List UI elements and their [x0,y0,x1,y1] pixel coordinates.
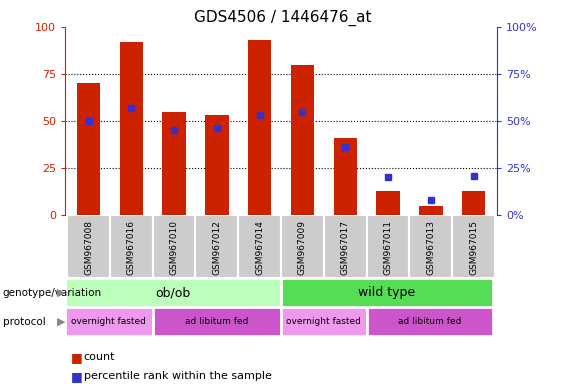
Text: GSM967011: GSM967011 [384,220,393,275]
Text: wild type: wild type [358,286,416,299]
Bar [281,307,367,336]
Bar [419,206,442,215]
Bar [281,278,493,307]
Text: percentile rank within the sample: percentile rank within the sample [84,371,272,381]
Bar [77,83,100,215]
Bar [367,307,493,336]
Bar [410,215,452,278]
Text: overnight fasted: overnight fasted [71,317,146,326]
Text: GSM967015: GSM967015 [469,220,478,275]
Text: GSM967008: GSM967008 [84,220,93,275]
Text: ■: ■ [71,351,82,364]
Bar [367,215,410,278]
Bar [376,190,400,215]
Bar [205,115,229,215]
Text: GSM967016: GSM967016 [127,220,136,275]
Bar [238,215,281,278]
Text: GSM967013: GSM967013 [427,220,436,275]
Text: ▶: ▶ [56,288,66,298]
Bar [281,215,324,278]
Text: ob/ob: ob/ob [155,286,190,299]
Bar [65,278,281,307]
Text: GSM967009: GSM967009 [298,220,307,275]
Text: GSM967014: GSM967014 [255,220,264,275]
Text: ▶: ▶ [56,316,66,327]
Bar [65,307,153,336]
Bar [291,65,314,215]
Text: genotype/variation: genotype/variation [3,288,102,298]
Bar [153,215,195,278]
Bar [462,190,485,215]
Bar [120,42,143,215]
Bar [110,215,153,278]
Text: GSM967010: GSM967010 [170,220,179,275]
Text: overnight fasted: overnight fasted [286,317,362,326]
Bar [67,215,110,278]
Bar [324,215,367,278]
Text: protocol: protocol [3,316,46,327]
Text: GSM967017: GSM967017 [341,220,350,275]
Bar [195,215,238,278]
Bar [333,138,357,215]
Text: ad libitum fed: ad libitum fed [398,317,462,326]
Text: ■: ■ [71,370,82,383]
Bar [452,215,495,278]
Text: GSM967012: GSM967012 [212,220,221,275]
Text: GDS4506 / 1446476_at: GDS4506 / 1446476_at [194,10,371,26]
Bar [153,307,281,336]
Bar [162,112,186,215]
Bar [248,40,271,215]
Text: ad libitum fed: ad libitum fed [185,317,249,326]
Text: count: count [84,352,115,362]
